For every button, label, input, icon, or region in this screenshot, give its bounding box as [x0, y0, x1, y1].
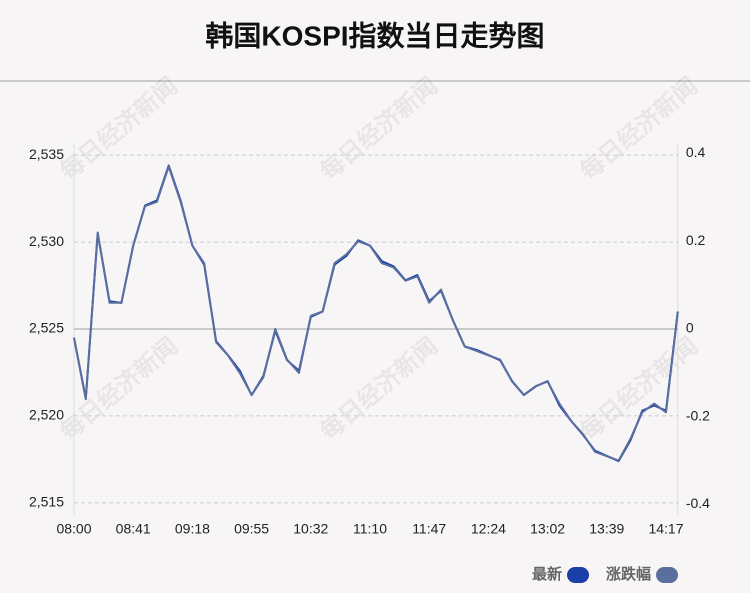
- x-tick-label: 13:02: [530, 521, 565, 537]
- x-tick-label: 14:17: [648, 521, 683, 537]
- legend-swatch: [567, 567, 590, 583]
- y-tick-label: 2,535: [29, 146, 64, 162]
- y2-tick-label: -0.4: [686, 495, 710, 511]
- y2-tick-label: 0.4: [686, 144, 706, 160]
- legend-swatch: [656, 567, 679, 583]
- y-tick-label: 2,515: [29, 494, 64, 510]
- x-tick-label: 13:39: [589, 521, 624, 537]
- x-tick-label: 10:32: [293, 521, 328, 537]
- y2-tick-label: 0: [686, 320, 694, 336]
- legend-label: 最新: [532, 565, 562, 583]
- watermark: 每日经济新闻: [315, 72, 443, 186]
- y-tick-label: 2,525: [29, 320, 64, 336]
- watermark: 每日经济新闻: [575, 72, 703, 186]
- watermark: 每日经济新闻: [575, 332, 703, 446]
- data-line: [73, 165, 679, 462]
- y-tick-label: 2,530: [29, 233, 64, 249]
- x-tick-label: 12:24: [471, 521, 506, 537]
- legend-label: 涨跌幅: [606, 565, 651, 583]
- x-tick-label: 08:41: [116, 521, 151, 537]
- x-tick-label: 11:10: [353, 521, 387, 537]
- x-tick-label: 11:47: [412, 521, 446, 537]
- y2-tick-label: -0.2: [686, 407, 710, 423]
- y2-tick-label: 0.2: [686, 232, 706, 248]
- x-tick-label: 09:18: [175, 521, 210, 537]
- x-tick-label: 08:00: [56, 521, 91, 537]
- y-tick-label: 2,520: [29, 407, 64, 423]
- watermark: 每日经济新闻: [315, 332, 443, 446]
- chart-title: 韩国KOSPI指数当日走势图: [205, 20, 544, 51]
- x-tick-label: 09:55: [234, 521, 269, 537]
